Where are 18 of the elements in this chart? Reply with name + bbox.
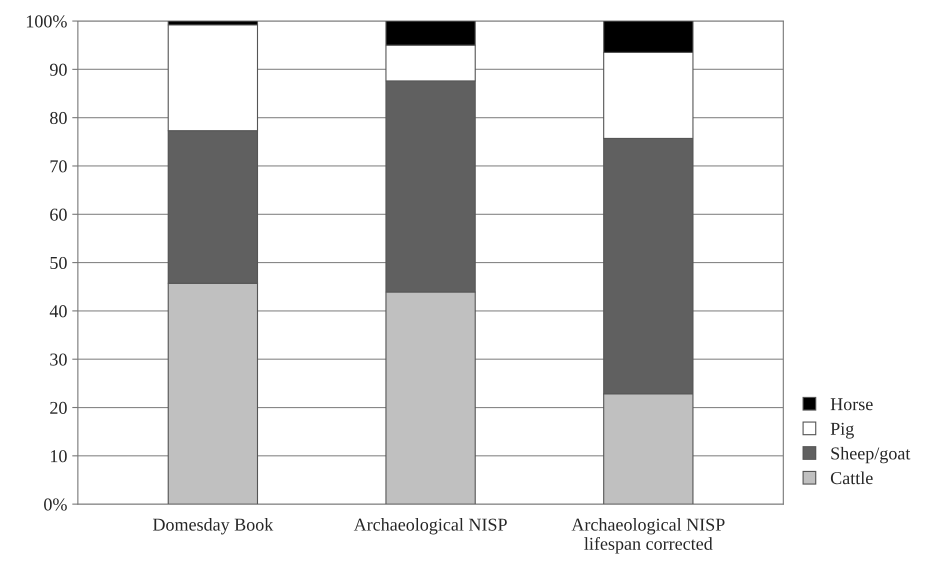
legend-label: Cattle (830, 472, 873, 484)
y-tick-label: 70 (50, 160, 67, 172)
legend-label: Pig (830, 422, 854, 439)
x-tick-label: Domesday Book (152, 518, 274, 534)
x-tick-label: Archaeological NISP lifespan corrected (572, 518, 725, 554)
legend-label: Sheep/goat (831, 446, 910, 464)
y-tick-label: 90 (50, 64, 67, 76)
y-tick-label: 30 (50, 353, 67, 366)
y-tick-label: 20 (50, 402, 67, 414)
y-tick-label: 100% (26, 15, 67, 28)
y-tick-label: 0% (44, 498, 67, 511)
x-tick-label: Archaeological NISP (354, 518, 507, 534)
y-tick-label: 80 (50, 112, 67, 124)
y-tick-label: 40 (50, 305, 67, 318)
legend-label: Horse (830, 398, 873, 410)
y-tick-label: 50 (50, 256, 67, 270)
y-tick-label: 60 (50, 208, 67, 221)
y-tick-label: 10 (50, 450, 67, 462)
